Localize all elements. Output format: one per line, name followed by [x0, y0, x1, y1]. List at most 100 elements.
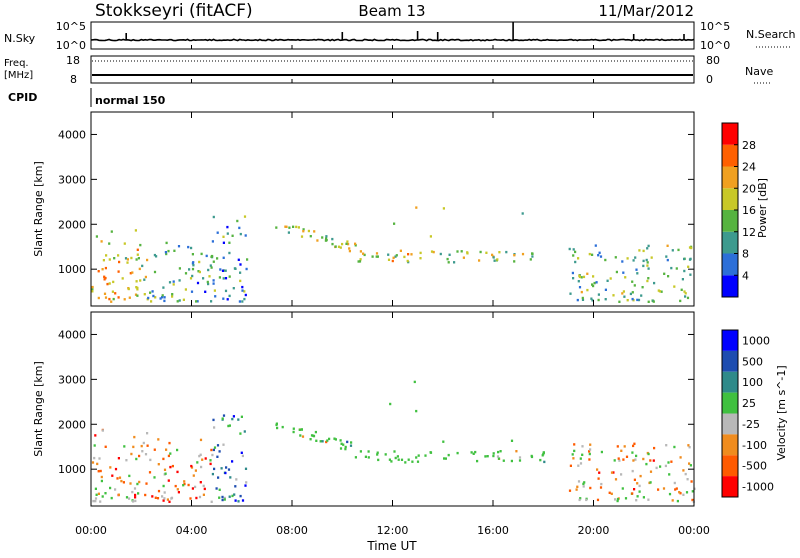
- echo-cell: [190, 246, 193, 250]
- echo-cell: [592, 275, 595, 278]
- echo-cell: [446, 257, 449, 261]
- echo-cell: [321, 440, 324, 443]
- echo-cell: [163, 296, 166, 299]
- echo-cell: [226, 232, 229, 235]
- echo-cell: [285, 225, 288, 228]
- echo-cell: [636, 272, 639, 275]
- echo-cell: [151, 290, 154, 293]
- echo-cell: [176, 488, 179, 491]
- echo-cell: [686, 296, 690, 300]
- echo-cell: [631, 297, 634, 301]
- echo-cell: [642, 259, 645, 263]
- echo-cell: [201, 458, 204, 461]
- colorbar-swatch: [722, 350, 738, 372]
- echo-cell: [310, 434, 314, 437]
- echo-cell: [581, 296, 584, 300]
- echo-cell: [331, 242, 334, 246]
- echo-cell: [419, 257, 422, 260]
- echo-cell: [397, 458, 400, 461]
- echo-cell: [660, 290, 663, 293]
- echo-cell: [576, 485, 579, 488]
- echo-cell: [109, 466, 112, 469]
- echo-cell: [114, 488, 117, 491]
- echo-cell: [582, 485, 585, 488]
- echo-cell: [377, 458, 380, 462]
- echo-cell: [647, 244, 650, 248]
- echo-cell: [189, 497, 192, 500]
- echo-cell: [188, 268, 191, 271]
- echo-cell: [407, 458, 410, 461]
- echo-cell: [393, 222, 396, 225]
- echo-cell: [95, 235, 98, 238]
- echo-cell: [652, 459, 655, 462]
- echo-cell: [387, 253, 390, 256]
- echo-cell: [198, 495, 202, 499]
- echo-cell: [594, 244, 597, 247]
- echo-cell: [171, 295, 174, 298]
- echo-cell: [359, 258, 362, 261]
- echo-cell: [447, 453, 450, 457]
- echo-cell: [588, 252, 591, 256]
- echo-cell: [204, 290, 207, 293]
- echo-cell: [239, 432, 242, 435]
- colorbar-swatch: [722, 275, 738, 297]
- echo-cell: [141, 264, 144, 268]
- x-tick-label: 12:00: [377, 524, 409, 537]
- echo-cell: [170, 496, 174, 500]
- echo-cell: [108, 258, 111, 261]
- echo-cell: [326, 439, 329, 442]
- echo-cell: [187, 245, 190, 249]
- echo-cell: [126, 261, 129, 264]
- echo-cell: [585, 498, 588, 502]
- echo-region: [211, 414, 248, 503]
- cpid-value: normal 150: [95, 94, 166, 107]
- echo-cell: [103, 292, 107, 295]
- echo-cell: [497, 450, 500, 454]
- echo-cell: [616, 445, 619, 448]
- echo-cell: [485, 251, 488, 254]
- echo-cell: [209, 462, 212, 466]
- echo-cell: [238, 300, 241, 303]
- echo-cell: [234, 499, 237, 502]
- echo-cell: [147, 296, 150, 300]
- echo-cell: [238, 226, 241, 230]
- echo-cell: [439, 252, 442, 256]
- echo-cell: [302, 230, 305, 233]
- echo-cell: [101, 268, 104, 271]
- echo-cell: [153, 476, 156, 479]
- echo-cell: [453, 261, 456, 264]
- echo-cell: [281, 425, 284, 429]
- echo-cell: [91, 285, 94, 289]
- echo-cell: [513, 260, 516, 263]
- echo-cell: [400, 458, 404, 461]
- echo-cell: [195, 496, 198, 500]
- echo-cell: [586, 272, 589, 275]
- echo-cell: [384, 453, 387, 456]
- echo-cell: [194, 469, 197, 472]
- echo-cell: [638, 490, 641, 493]
- echo-cell: [334, 438, 337, 441]
- echo-cell: [339, 447, 343, 450]
- echo-cell: [211, 472, 214, 476]
- echo-cell: [391, 259, 394, 263]
- echo-cell: [492, 454, 495, 458]
- echo-cell: [97, 296, 100, 300]
- echo-cell: [191, 253, 194, 256]
- echo-cell: [350, 441, 353, 444]
- echo-cell: [109, 486, 112, 490]
- echo-cell: [218, 276, 221, 279]
- echo-cell: [121, 277, 124, 280]
- echo-cell: [136, 248, 139, 251]
- echo-cell: [128, 474, 131, 478]
- echo-cell: [167, 454, 170, 458]
- echo-cell: [224, 289, 228, 293]
- echo-cell: [204, 457, 207, 460]
- echo-cell: [189, 277, 193, 280]
- echo-cell: [112, 280, 115, 284]
- velocity-echoes: [91, 380, 696, 503]
- echo-cell: [144, 275, 147, 279]
- echo-cell: [578, 275, 581, 279]
- echo-cell: [219, 268, 222, 271]
- echo-cell: [642, 457, 645, 461]
- echo-cell: [542, 452, 545, 456]
